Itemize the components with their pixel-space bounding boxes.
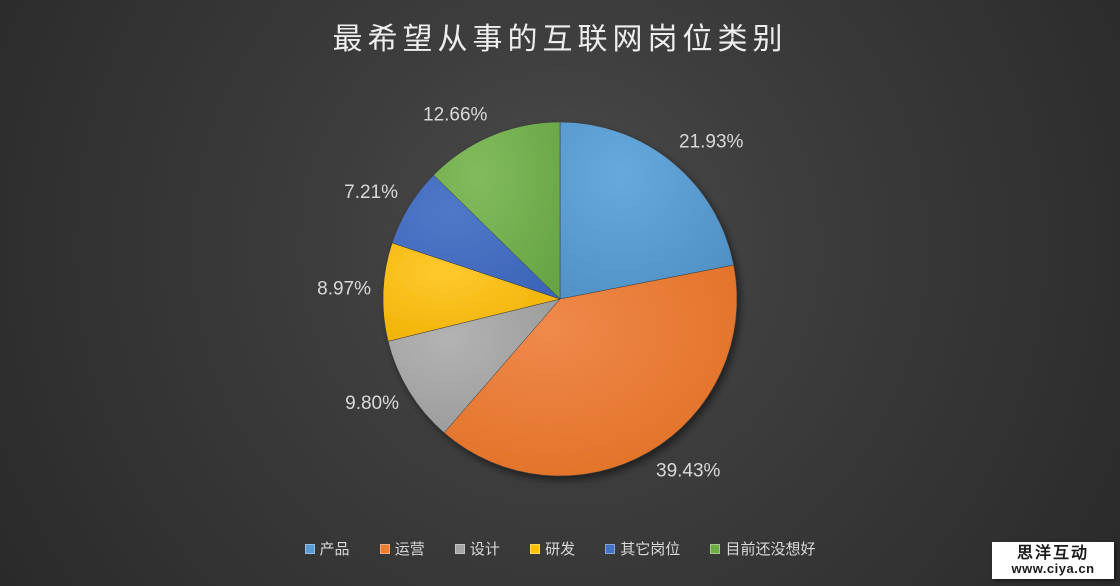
svg-text:9.80%: 9.80% <box>345 393 399 414</box>
svg-text:7.21%: 7.21% <box>344 182 398 203</box>
svg-text:12.66%: 12.66% <box>423 105 488 126</box>
svg-text:8.97%: 8.97% <box>317 279 371 300</box>
svg-text:39.43%: 39.43% <box>656 461 721 482</box>
svg-text:21.93%: 21.93% <box>679 132 744 153</box>
